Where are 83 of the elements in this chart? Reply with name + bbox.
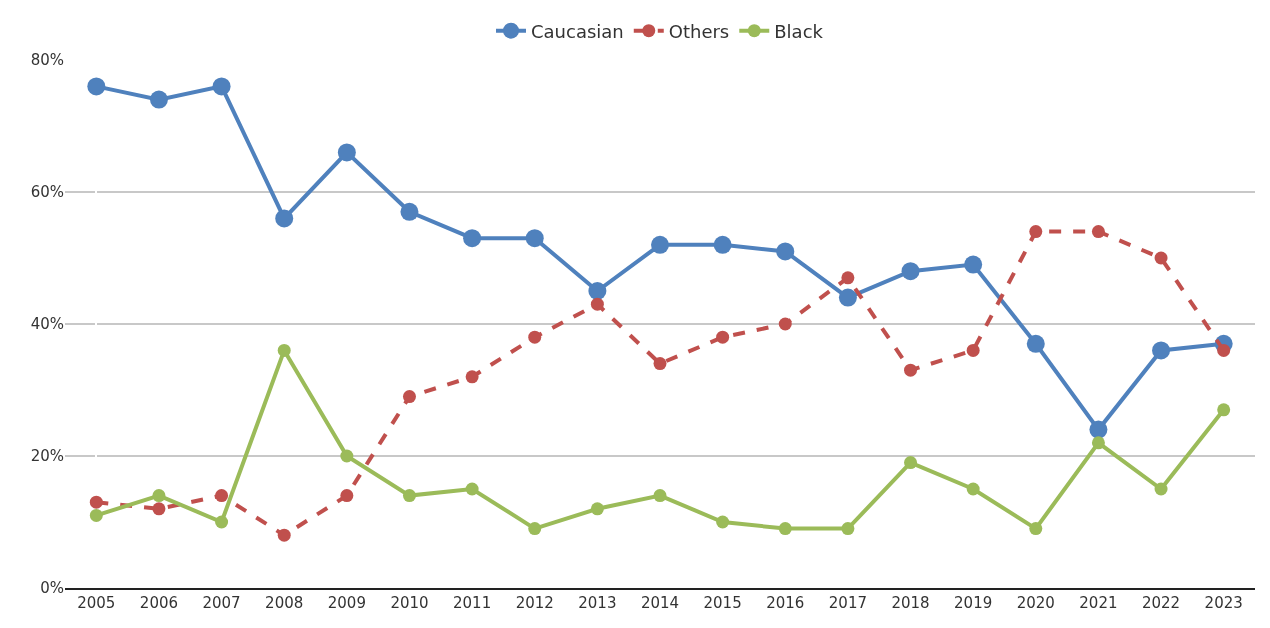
- point: [340, 449, 354, 463]
- x-tick-label: 2012: [515, 594, 554, 612]
- point: [904, 456, 918, 470]
- point: [463, 229, 482, 248]
- point: [1029, 522, 1043, 536]
- point: [212, 77, 231, 96]
- x-tick-label: 2020: [1016, 594, 1055, 612]
- point: [1154, 251, 1168, 265]
- x-tick-label: 2017: [828, 594, 867, 612]
- point: [838, 288, 857, 307]
- point: [525, 229, 544, 248]
- x-tick-label: 2009: [327, 594, 366, 612]
- point: [590, 502, 604, 516]
- point: [340, 489, 354, 503]
- point: [152, 489, 166, 503]
- x-tick-label: 2005: [77, 594, 116, 612]
- y-tick-label: 40%: [30, 315, 64, 334]
- legend-label: Black: [774, 20, 824, 42]
- point: [400, 202, 419, 221]
- legend-label: Others: [668, 20, 730, 42]
- point: [713, 235, 732, 254]
- point: [841, 271, 855, 285]
- point: [152, 502, 166, 516]
- point: [901, 262, 920, 281]
- y-tick-label: 80%: [30, 51, 64, 70]
- point: [1217, 343, 1231, 357]
- x-tick-label: 2019: [954, 594, 993, 612]
- point: [1154, 482, 1168, 496]
- x-tick-label: 2013: [578, 594, 617, 612]
- point: [87, 77, 106, 96]
- x-tick-label: 2022: [1141, 594, 1181, 612]
- point: [277, 343, 291, 357]
- point: [1029, 225, 1043, 239]
- point: [1089, 420, 1108, 439]
- x-tick-label: 2011: [453, 594, 492, 612]
- x-tick-label: 2007: [202, 594, 241, 612]
- point: [465, 370, 479, 384]
- x-tick-label: 2008: [265, 594, 304, 612]
- point: [841, 522, 855, 536]
- x-tick-label: 2021: [1079, 594, 1118, 612]
- y-tick-label: 60%: [30, 183, 64, 202]
- point: [1091, 225, 1105, 239]
- x-tick-label: 2015: [703, 594, 742, 612]
- point: [275, 209, 294, 228]
- point: [590, 297, 604, 311]
- point: [215, 489, 229, 503]
- point: [716, 330, 730, 344]
- x-tick-label: 2010: [390, 594, 429, 612]
- point: [651, 235, 669, 254]
- point: [89, 495, 103, 509]
- point: [966, 482, 980, 496]
- x-tick-label: 2016: [766, 594, 805, 612]
- point: [1152, 341, 1171, 360]
- point: [964, 255, 983, 274]
- point: [588, 282, 607, 300]
- x-tick-label: 2018: [891, 594, 930, 612]
- x-tick-label: 2006: [139, 594, 179, 612]
- point: [1217, 403, 1231, 417]
- point: [716, 515, 730, 529]
- point: [402, 390, 416, 404]
- y-tick-label: 20%: [30, 447, 64, 466]
- point: [904, 363, 918, 377]
- point: [966, 343, 980, 357]
- x-tick-label: 2014: [640, 594, 680, 612]
- point: [653, 489, 667, 503]
- point: [1026, 334, 1045, 353]
- point: [465, 482, 479, 496]
- point: [402, 489, 416, 503]
- y-tick-label: 0%: [40, 579, 64, 598]
- point: [89, 508, 103, 522]
- point: [778, 317, 792, 331]
- point: [776, 242, 795, 261]
- point: [277, 528, 291, 542]
- point: [653, 357, 667, 371]
- point: [528, 522, 542, 536]
- x-tick-label: 2023: [1204, 594, 1243, 612]
- point: [149, 90, 168, 109]
- point: [1091, 436, 1105, 450]
- point: [215, 515, 229, 529]
- point: [778, 522, 792, 536]
- point: [337, 143, 356, 162]
- point: [528, 330, 542, 344]
- legend-label: Caucasian: [531, 20, 624, 42]
